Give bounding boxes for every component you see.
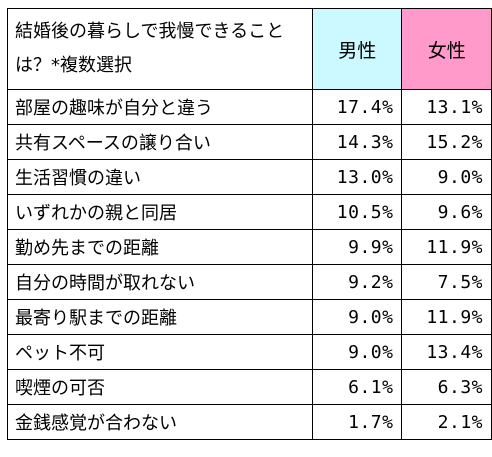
female-value: 11.9%: [401, 299, 492, 335]
female-value: 15.2%: [401, 124, 492, 160]
table-row: 共有スペースの譲り合い 14.3% 15.2%: [7, 124, 492, 160]
female-value: 9.0%: [401, 159, 492, 195]
male-value: 14.3%: [311, 124, 403, 160]
table-row: ペット不可 9.0% 13.4%: [7, 334, 492, 370]
female-column-header: 女性: [401, 8, 492, 90]
table-row: 自分の時間が取れない 9.2% 7.5%: [7, 264, 492, 300]
male-value: 10.5%: [311, 194, 403, 230]
male-column-header: 男性: [311, 8, 403, 90]
row-label: 勤め先までの距離: [7, 229, 313, 265]
row-label: 共有スペースの譲り合い: [7, 124, 313, 160]
row-label: 金銭感覚が合わない: [7, 404, 313, 440]
male-value: 9.0%: [311, 299, 403, 335]
female-value: 13.4%: [401, 334, 492, 370]
female-value: 13.1%: [401, 89, 492, 125]
table-row: 金銭感覚が合わない 1.7% 2.1%: [7, 404, 492, 440]
table-row: いずれかの親と同居 10.5% 9.6%: [7, 194, 492, 230]
table-row: 勤め先までの距離 9.9% 11.9%: [7, 229, 492, 265]
table-row: 最寄り駅までの距離 9.0% 11.9%: [7, 299, 492, 335]
female-value: 2.1%: [401, 404, 492, 440]
survey-table: 結婚後の暮らしで我慢できることは？*複数選択 男性 女性 部屋の趣味が自分と違う…: [7, 8, 492, 440]
table-row: 部屋の趣味が自分と違う 17.4% 13.1%: [7, 89, 492, 125]
male-value: 9.2%: [311, 264, 403, 300]
male-value: 17.4%: [311, 89, 403, 125]
table-row: 生活習慣の違い 13.0% 9.0%: [7, 159, 492, 195]
row-label: ペット不可: [7, 334, 313, 370]
question-header: 結婚後の暮らしで我慢できることは？*複数選択: [7, 8, 313, 90]
female-value: 6.3%: [401, 369, 492, 405]
header-row: 結婚後の暮らしで我慢できることは？*複数選択 男性 女性: [7, 8, 492, 90]
row-label: 喫煙の可否: [7, 369, 313, 405]
male-value: 13.0%: [311, 159, 403, 195]
survey-table-container: 結婚後の暮らしで我慢できることは？*複数選択 男性 女性 部屋の趣味が自分と違う…: [7, 8, 492, 440]
row-label: 最寄り駅までの距離: [7, 299, 313, 335]
female-value: 11.9%: [401, 229, 492, 265]
male-value: 9.0%: [311, 334, 403, 370]
male-value: 1.7%: [311, 404, 403, 440]
row-label: 部屋の趣味が自分と違う: [7, 89, 313, 125]
female-value: 9.6%: [401, 194, 492, 230]
male-value: 9.9%: [311, 229, 403, 265]
row-label: いずれかの親と同居: [7, 194, 313, 230]
female-value: 7.5%: [401, 264, 492, 300]
male-value: 6.1%: [311, 369, 403, 405]
row-label: 自分の時間が取れない: [7, 264, 313, 300]
row-label: 生活習慣の違い: [7, 159, 313, 195]
table-row: 喫煙の可否 6.1% 6.3%: [7, 369, 492, 405]
